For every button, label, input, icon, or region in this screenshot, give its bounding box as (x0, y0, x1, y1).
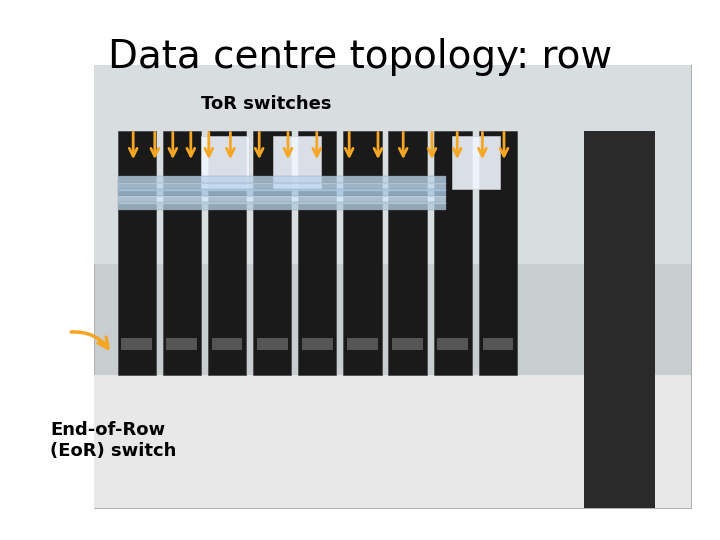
Bar (392, 338, 423, 350)
Bar (482, 338, 513, 350)
Bar (117, 196, 446, 204)
Bar (452, 136, 500, 189)
Bar (122, 338, 152, 350)
Bar (433, 131, 472, 375)
Bar (163, 131, 201, 375)
Bar (438, 338, 468, 350)
Bar (166, 338, 197, 350)
Bar (117, 131, 156, 375)
Bar (298, 131, 336, 375)
Bar (117, 177, 446, 184)
Bar (253, 131, 292, 375)
Bar (302, 338, 333, 350)
Bar (201, 136, 249, 189)
Bar (257, 338, 287, 350)
Bar (273, 136, 320, 189)
Bar (388, 131, 427, 375)
Bar (343, 131, 382, 375)
Bar (347, 338, 378, 350)
Bar (208, 131, 246, 375)
Bar (212, 338, 243, 350)
Bar (94, 65, 691, 508)
Bar (479, 131, 517, 375)
Bar (94, 65, 691, 264)
Bar (117, 190, 446, 197)
Text: ToR switches: ToR switches (201, 96, 332, 113)
Bar (94, 375, 691, 508)
Text: End-of-Row
(EoR) switch: End-of-Row (EoR) switch (50, 421, 177, 460)
Bar (584, 131, 655, 508)
Bar (117, 183, 446, 191)
Bar (117, 202, 446, 210)
Text: Data centre topology: row: Data centre topology: row (108, 38, 612, 76)
